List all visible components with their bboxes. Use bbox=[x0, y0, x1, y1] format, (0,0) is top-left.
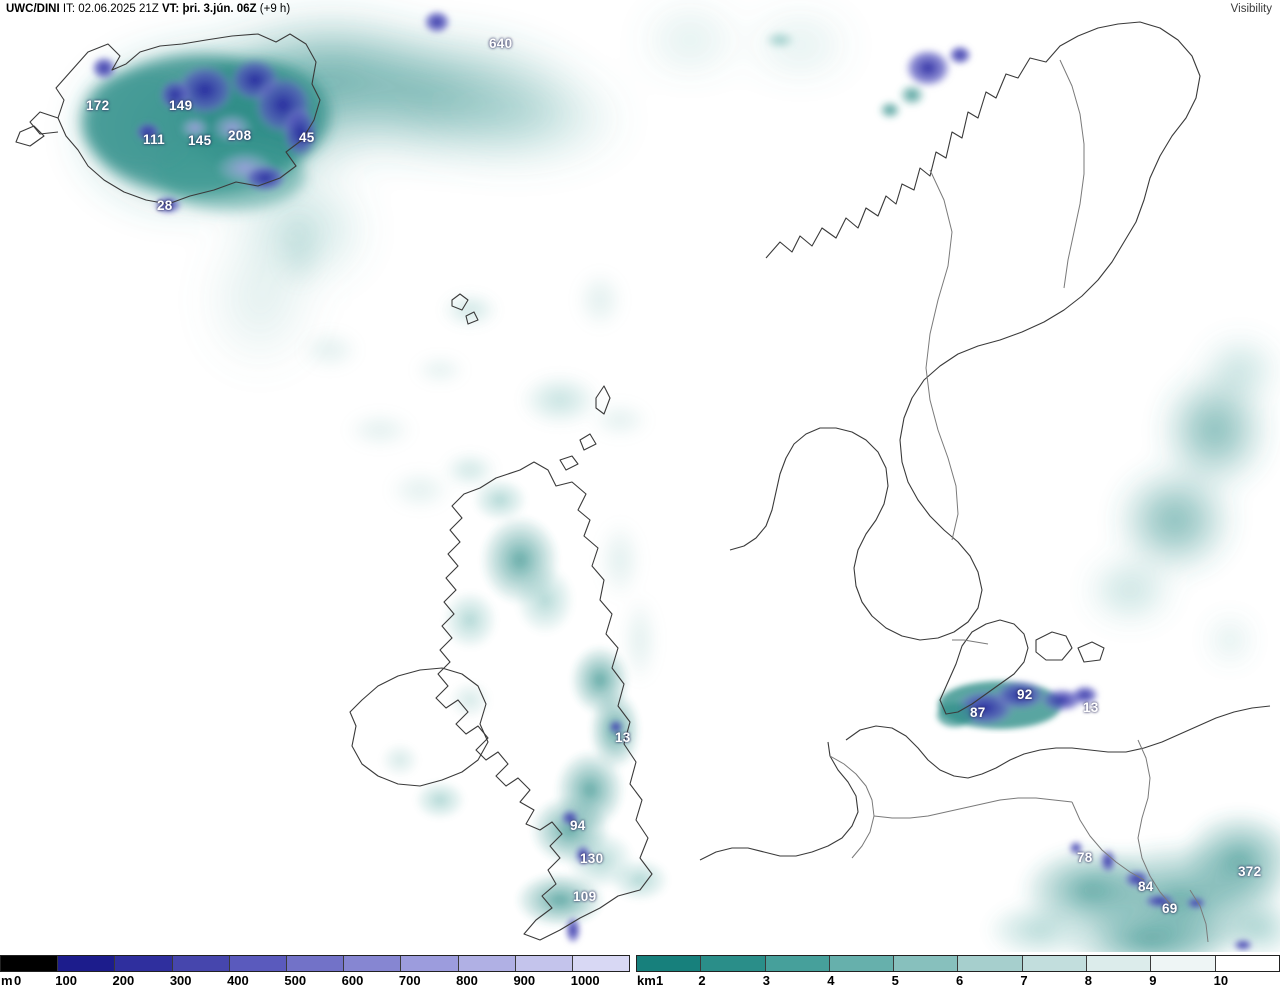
map-point-label: 13 bbox=[615, 730, 631, 745]
colorbar-swatch-6 bbox=[1022, 956, 1088, 971]
colorbar-swatch-3 bbox=[829, 956, 895, 971]
visibility-uk bbox=[380, 478, 670, 928]
map-point-label: 172 bbox=[86, 98, 110, 113]
colorbar-swatch-2 bbox=[115, 956, 173, 971]
map-point-label: 130 bbox=[580, 851, 604, 866]
colorbar-tick-label: 500 bbox=[284, 973, 307, 988]
colorbar-kilometers[interactable]: 1 2 3 4 5 6 7 8 9 10 km bbox=[636, 952, 1280, 991]
country-borders bbox=[829, 59, 1209, 943]
legend-separator bbox=[630, 952, 636, 991]
colorbar-tick-label: 6 bbox=[956, 973, 964, 988]
colorbar-tick-label: 900 bbox=[513, 973, 536, 988]
visibility-norway bbox=[764, 30, 972, 120]
colorbar-meters-ticks: 0 100 200 300 400 500 600 700 800 900 1000 bbox=[0, 973, 630, 990]
colorbar-kilometers-ticks: 1 2 3 4 5 6 7 8 9 10 bbox=[636, 973, 1280, 990]
colorbar-swatch-10 bbox=[572, 956, 630, 971]
colorbar-swatch-3 bbox=[172, 956, 230, 971]
coastlines bbox=[15, 21, 1271, 941]
colorbar-meters[interactable]: 0 100 200 300 400 500 600 700 800 900 1000 m bbox=[0, 952, 630, 991]
colorbar-swatch-2 bbox=[765, 956, 830, 971]
colorbar-tick-label: 800 bbox=[456, 973, 478, 988]
colorbar-tick-label: 3 bbox=[762, 973, 771, 988]
colorbar-tick-label: 1000 bbox=[570, 973, 600, 988]
colorbar-tick-label: 700 bbox=[398, 973, 421, 988]
colorbar-swatch-0 bbox=[1, 956, 59, 971]
map-point-label: 372 bbox=[1238, 864, 1262, 879]
colorbar-kilometers-swatches bbox=[636, 955, 1280, 972]
map-point-label: 84 bbox=[1138, 879, 1154, 894]
colorbar-kilometers-unit: km bbox=[637, 973, 656, 988]
map-point-label: 111 bbox=[143, 132, 165, 147]
colorbar-swatch-8 bbox=[1151, 956, 1216, 971]
map-point-label: 13 bbox=[1083, 700, 1099, 715]
colorbar-tick-label: 0 bbox=[14, 973, 22, 988]
map-point-label: 87 bbox=[970, 705, 986, 720]
colorbar-tick-label: 7 bbox=[1020, 973, 1028, 988]
map-point-label: 640 bbox=[489, 36, 513, 51]
map-point-label: 145 bbox=[188, 133, 212, 148]
map-canvas bbox=[15, 10, 1280, 952]
visibility-denmark bbox=[937, 680, 1099, 729]
colorbar-swatch-4 bbox=[894, 956, 959, 971]
colorbar-tick-label: 300 bbox=[169, 973, 192, 988]
visibility-uk-cores bbox=[561, 720, 623, 944]
colorbar-swatch-5 bbox=[286, 956, 345, 971]
colorbar-meters-unit: m bbox=[1, 973, 13, 988]
colorbar-swatch-1 bbox=[701, 956, 766, 971]
colorbar-tick-label: 400 bbox=[227, 973, 249, 988]
colorbar-tick-label: 600 bbox=[341, 973, 364, 988]
visibility-central-europe-cores bbox=[1069, 841, 1253, 951]
visibility-baltic bbox=[1085, 335, 1280, 662]
colorbar-tick-label: 9 bbox=[1149, 973, 1157, 988]
colorbar-meters-swatches bbox=[0, 955, 630, 972]
colorbar-swatch-7 bbox=[401, 956, 459, 971]
visibility-central-europe bbox=[985, 810, 1280, 952]
colorbar-swatch-0 bbox=[637, 956, 702, 971]
map-point-label: 45 bbox=[299, 130, 315, 145]
colorbar-tick-label: 5 bbox=[891, 973, 899, 988]
map-point-label: 78 bbox=[1077, 850, 1093, 865]
legend-row: 0 100 200 300 400 500 600 700 800 900 1000 m 1 2 3 4 5… bbox=[0, 952, 1280, 991]
visibility-iceland-cores bbox=[91, 10, 451, 214]
map-point-label: 92 bbox=[1017, 687, 1033, 702]
colorbar-swatch-5 bbox=[958, 956, 1023, 971]
map-point-label: 69 bbox=[1162, 901, 1178, 916]
map-point-label: 94 bbox=[570, 818, 586, 833]
colorbar-swatch-7 bbox=[1087, 956, 1152, 971]
colorbar-swatch-1 bbox=[58, 956, 116, 971]
colorbar-tick-label: 100 bbox=[55, 973, 77, 988]
map-point-label: 208 bbox=[228, 128, 252, 143]
colorbar-tick-label: 200 bbox=[112, 973, 135, 988]
colorbar-swatch-6 bbox=[344, 956, 402, 971]
map-point-label: 149 bbox=[169, 98, 193, 113]
colorbar-swatch-9 bbox=[1215, 956, 1279, 971]
colorbar-tick-label: 4 bbox=[827, 973, 835, 988]
colorbar-swatch-8 bbox=[458, 956, 516, 971]
colorbar-tick-label: 1 bbox=[656, 973, 664, 988]
weather-map[interactable]: 172 149 111 145 208 45 28 640 87 92 13 1… bbox=[0, 0, 1280, 952]
colorbar-tick-label: 10 bbox=[1213, 973, 1229, 988]
colorbar-tick-label: 8 bbox=[1084, 973, 1093, 988]
map-point-label: 28 bbox=[157, 198, 173, 213]
colorbar-swatch-4 bbox=[229, 956, 287, 971]
colorbar-tick-label: 2 bbox=[698, 973, 706, 988]
map-point-label: 109 bbox=[573, 889, 597, 904]
colorbar-swatch-9 bbox=[515, 956, 573, 971]
